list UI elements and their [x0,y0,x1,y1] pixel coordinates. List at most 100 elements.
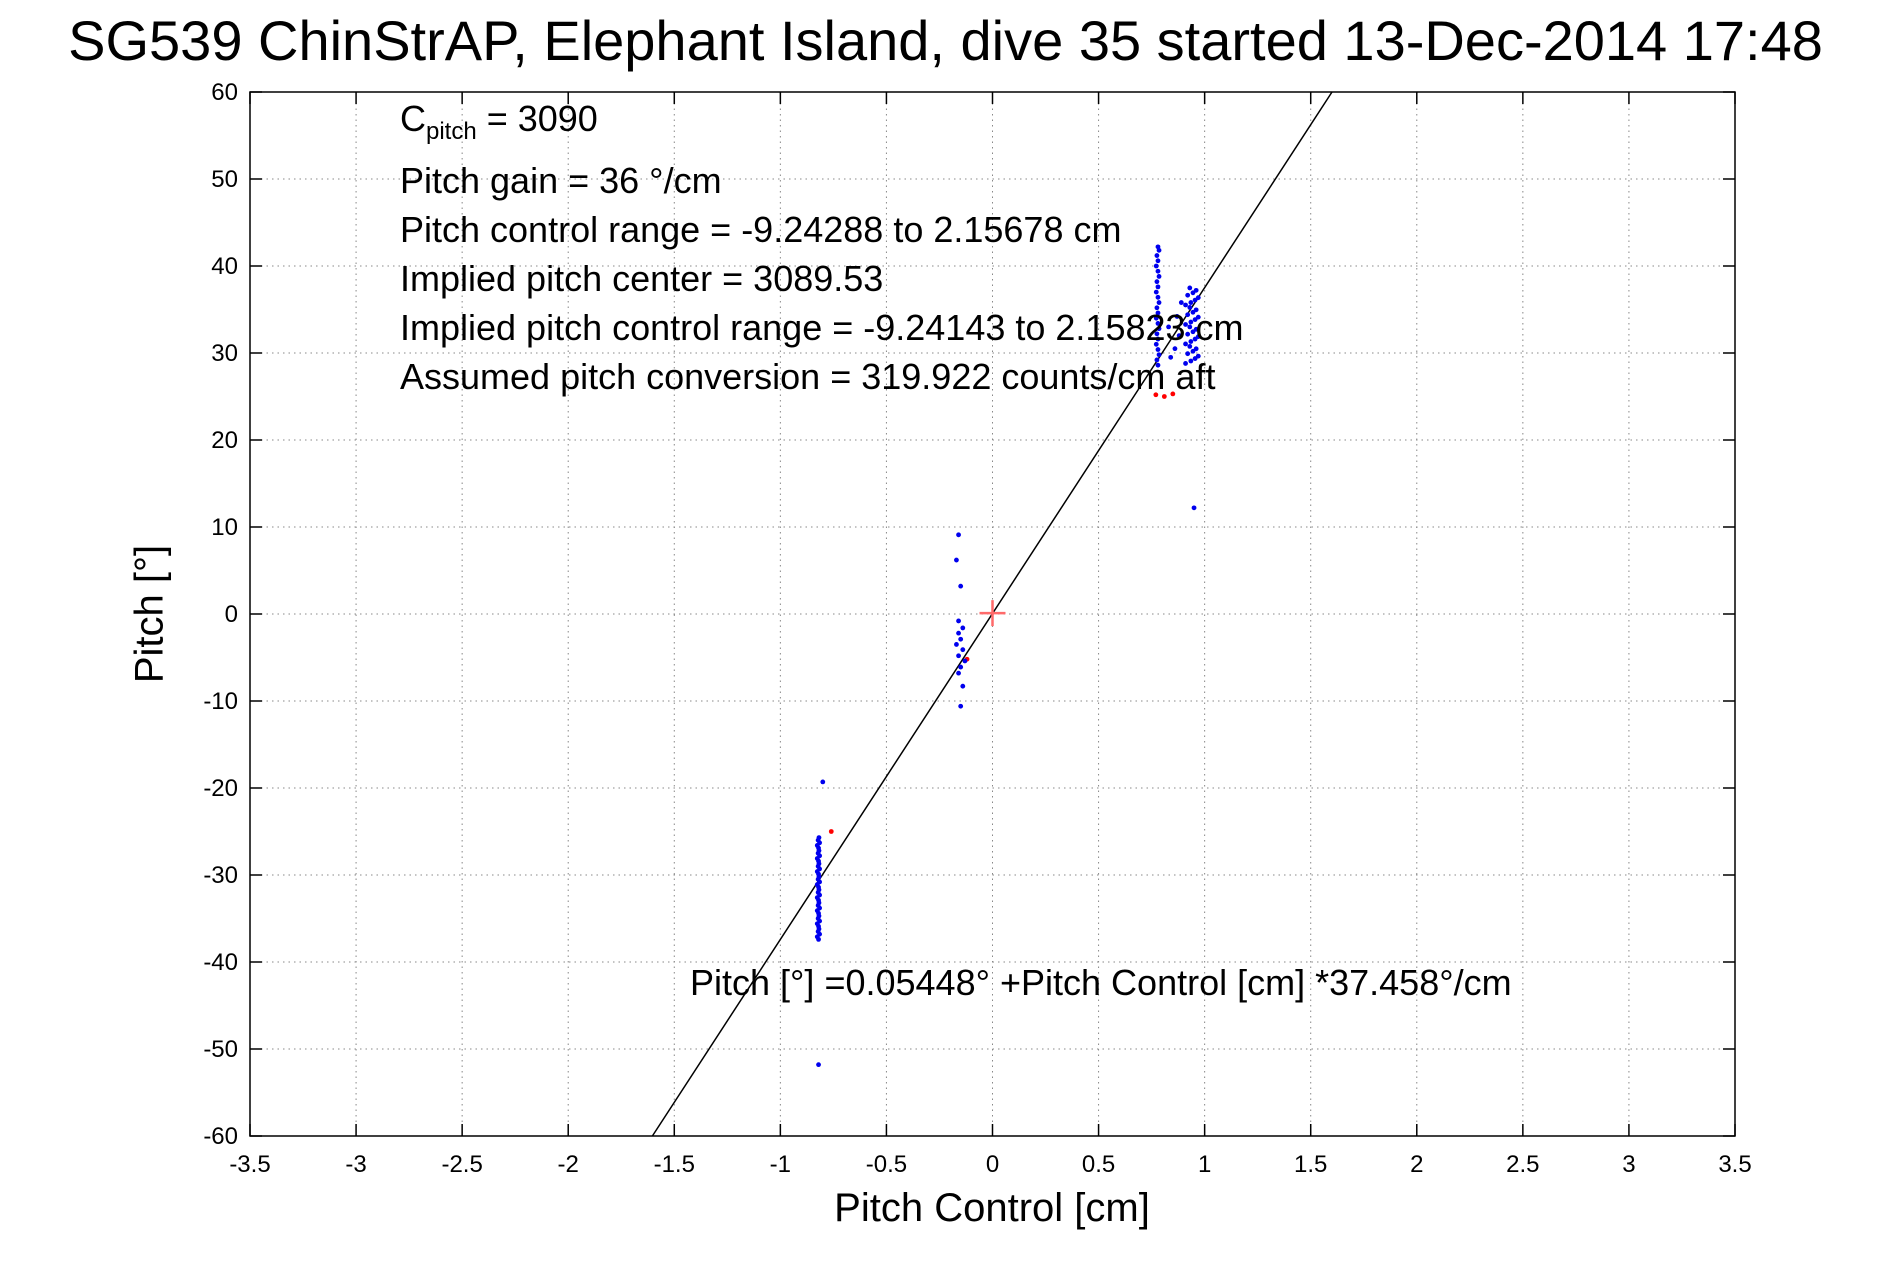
data-point [1187,343,1193,349]
x-tick-label: 3 [1622,1151,1635,1178]
data-point [1183,322,1188,327]
data-point [1174,314,1180,319]
data-point [1156,326,1162,332]
y-tick-label: -50 [203,1036,238,1063]
data-point [1153,289,1159,295]
fit-equation: Pitch [°] =0.05448° +Pitch Control [cm] … [690,962,1512,1003]
y-tick-label: -10 [203,688,238,715]
grid-lines [250,92,1735,1136]
data-point [960,647,966,653]
data-point [1155,347,1161,352]
x-tick-label: -2 [558,1151,579,1178]
data-point [960,625,966,631]
annotation-assumed-pitch-conversion: Assumed pitch conversion = 319.922 count… [400,356,1216,398]
data-point [1155,258,1161,264]
x-tick-label: 1 [1198,1151,1211,1178]
data-point [1188,358,1194,364]
data-point [1154,331,1160,337]
center-plus-marker [979,600,1006,627]
data-point [1176,333,1182,338]
data-point [1154,305,1160,311]
data-point [1155,284,1161,290]
data-point [1154,253,1160,258]
x-tick-label: -1 [770,1151,791,1178]
data-point [1191,505,1197,511]
data-point [820,779,826,785]
data-point [1195,295,1201,301]
data-point [1155,336,1161,342]
data-point [1193,326,1199,332]
x-tick-label: 2.5 [1506,1151,1539,1178]
x-tick-label: -3.5 [229,1151,270,1178]
y-tick-label: -20 [203,775,238,802]
data-point [1183,341,1188,347]
data-point [816,835,822,840]
data-point [1153,263,1159,269]
y-tick-label: -60 [203,1123,238,1150]
y-axis-label: Pitch [°] [127,544,172,684]
x-tick-label: 3.5 [1718,1151,1751,1178]
data-point [956,532,961,538]
data-point [1187,305,1193,310]
tick-marks [249,91,1736,1137]
annotation-pitch-control-range: Pitch control range = -9.24288 to 2.1567… [400,209,1122,251]
x-tick-label: 2 [1410,1151,1423,1178]
data-point [1185,312,1191,318]
data-point [1154,279,1160,285]
data-point [1178,300,1184,305]
data-point [954,642,959,647]
data-point [958,664,964,670]
data-point [1153,392,1159,398]
data-point [1172,346,1178,352]
y-tick-label: 60 [211,79,238,106]
data-point [954,557,959,563]
data-point [1156,300,1162,305]
data-point [1168,354,1174,360]
data-point [1195,334,1201,340]
data-point [1188,339,1194,344]
x-tick-labels: -3.5 -3 -2.5 -2 -1.5 -1 -0.5 0 0.5 1 1.5 2 2.5 3 3.5 [229,1151,1751,1178]
y-tick-labels: -60 -50 -40 -30 -20 -10 0 10 20 30 40 50 60 [203,79,238,1150]
data-point [1155,321,1161,326]
cpitch-value: = 3090 [476,98,598,139]
data-point [956,670,961,676]
data-point [1156,274,1162,279]
annotation-cpitch: Cpitch = 3090 [400,94,1244,156]
data-point [1185,331,1191,337]
x-tick-label: 0 [986,1151,999,1178]
cpitch-subscript: pitch [426,118,477,146]
figure-title: SG539 ChinStrAP, Elephant Island, dive 3… [68,9,1823,72]
data-point [1154,357,1160,363]
x-tick-label: -3 [345,1151,366,1178]
y-tick-label: 20 [211,427,238,454]
data-point [816,1062,821,1068]
data-point [1155,268,1161,274]
data-point [1188,300,1194,305]
data-point [1187,324,1193,330]
data-point [956,618,961,624]
data-point [1193,287,1199,293]
data-point [1188,319,1194,325]
y-tick-label: 50 [211,166,238,193]
annotation-implied-pitch-center: Implied pitch center = 3089.53 [400,258,884,300]
center-plus [979,600,1006,627]
data-point [1183,302,1188,308]
x-axis-label: Pitch Control [cm] [834,1186,1150,1230]
annotation-block: Cpitch = 3090 Pitch gain = 36 °/cm Pitch… [400,94,1244,401]
data-point [828,829,834,834]
y-tick-label: 10 [211,514,238,541]
data-point [956,630,961,636]
data-point [1161,394,1167,399]
data-point [1185,351,1191,357]
data-point [1195,314,1201,320]
y-tick-label: -40 [203,949,238,976]
y-tick-label: 0 [225,601,238,628]
data-point [1193,307,1199,313]
data-point [1153,315,1159,321]
x-tick-label: -2.5 [441,1151,482,1178]
data-point [1153,341,1159,347]
data-point [1156,352,1162,358]
annotation-pitch-gain: Pitch gain = 36 °/cm [400,160,722,202]
data-point [958,583,964,589]
data-point [1185,292,1191,298]
